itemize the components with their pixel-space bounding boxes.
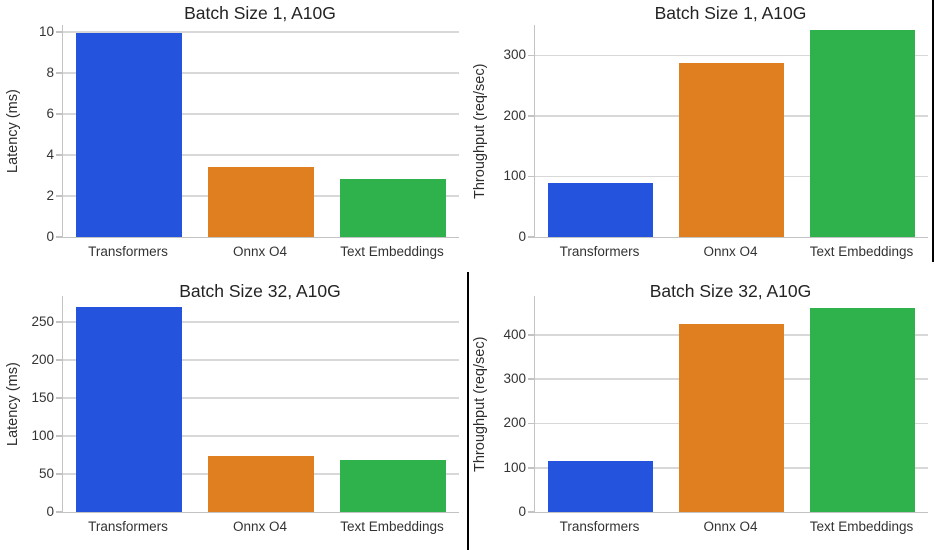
y-tick-mark — [56, 511, 62, 513]
y-tick-mark — [528, 422, 534, 425]
y-tick-mark — [56, 359, 62, 361]
y-tick-mark — [56, 113, 62, 115]
category-label: Transformers — [88, 244, 168, 259]
category-label: Text Embeddings — [809, 244, 914, 259]
y-tick-mark — [56, 473, 62, 475]
y-tick-mark — [56, 435, 62, 437]
y-axis-label: Latency (ms) — [5, 362, 21, 446]
plot-area: 0 100 200 300 — [503, 25, 928, 244]
category-label: Text Embeddings — [340, 244, 444, 259]
gridline — [63, 154, 459, 156]
bar-text-embeddings — [810, 307, 915, 512]
chart-throughput-batch-32: Batch Size 32, A10G Throughput (req/sec)… — [467, 275, 935, 550]
category-label: Transformers — [88, 519, 168, 534]
y-tick-mark — [528, 54, 534, 57]
y-tick-mark — [528, 334, 534, 336]
chart-title: Batch Size 32, A10G — [649, 281, 812, 301]
x-axis-labels: Transformers Onnx O4 Text Embeddings — [62, 519, 458, 539]
category-label: Transformers — [559, 519, 640, 534]
plot-area: 0 2 4 6 8 10 — [39, 24, 459, 244]
y-tick-mark — [56, 195, 62, 197]
gridline — [63, 435, 459, 437]
y-tick-label: 150 — [31, 389, 54, 405]
gridline — [63, 321, 459, 323]
bar-transformers — [548, 182, 653, 237]
y-tick-mark — [528, 175, 534, 178]
category-label: Onnx O4 — [232, 519, 287, 534]
y-tick-label: 100 — [503, 459, 526, 475]
x-axis-labels: Transformers Onnx O4 Text Embeddings — [62, 244, 458, 264]
y-tick-label: 200 — [31, 351, 54, 367]
y-axis-label: Throughput (req/sec) — [472, 336, 488, 472]
chart-latency-batch-1: Batch Size 1, A10G Latency (ms) 0 2 4 6 8 10 … — [0, 0, 467, 275]
y-tick-label: 8 — [46, 65, 54, 81]
chart-title: Batch Size 1, A10G — [654, 3, 807, 23]
category-label: Onnx O4 — [232, 244, 287, 259]
bar-transformers — [76, 306, 182, 512]
gridline — [63, 31, 459, 33]
category-label: Onnx O4 — [703, 519, 758, 534]
plot-area: 0 100 200 300 400 — [503, 296, 928, 519]
category-label: Text Embeddings — [340, 519, 444, 534]
category-label: Onnx O4 — [703, 244, 758, 259]
y-tick-mark — [528, 115, 534, 117]
y-tick-label: 250 — [31, 313, 54, 329]
chart-title: Batch Size 32, A10G — [179, 281, 341, 301]
x-axis-labels: Transformers Onnx O4 Text Embeddings — [534, 244, 927, 264]
y-tick-label: 0 — [518, 504, 526, 519]
y-tick-label: 200 — [503, 107, 526, 123]
category-label: Transformers — [559, 244, 640, 259]
category-label: Text Embeddings — [809, 519, 914, 534]
bar-transformers — [548, 461, 653, 512]
border-line-center-bottom — [467, 272, 469, 550]
y-tick-label: 6 — [46, 106, 54, 122]
y-tick-label: 50 — [38, 465, 54, 481]
y-tick-label: 100 — [31, 427, 54, 443]
bar-text-embeddings — [810, 29, 915, 237]
y-tick-label: 100 — [503, 168, 526, 184]
y-tick-label: 400 — [503, 326, 526, 342]
y-tick-mark — [528, 511, 534, 513]
bar-text-embeddings — [340, 178, 446, 237]
chart-throughput-batch-1: Batch Size 1, A10G Throughput (req/sec) … — [467, 0, 935, 275]
y-tick-mark — [56, 31, 62, 33]
y-tick-label: 0 — [46, 504, 54, 519]
y-tick-mark — [56, 236, 62, 238]
x-axis-labels: Transformers Onnx O4 Text Embeddings — [534, 519, 927, 539]
y-tick-label: 10 — [38, 24, 54, 40]
gridline — [63, 113, 459, 115]
y-axis-label: Throughput (req/sec) — [472, 63, 488, 199]
bar-onnx-o4 — [208, 455, 314, 512]
y-tick-label: 200 — [503, 415, 526, 431]
bar-text-embeddings — [340, 460, 446, 512]
chart-title: Batch Size 1, A10G — [184, 3, 336, 23]
gridline — [63, 359, 459, 361]
gridline — [63, 397, 459, 399]
y-tick-mark — [56, 321, 62, 323]
y-tick-mark — [56, 154, 62, 156]
gridline — [535, 54, 928, 57]
chart-latency-batch-32: Batch Size 32, A10G Latency (ms) 0 50 100 1… — [0, 275, 467, 550]
y-tick-label: 4 — [46, 147, 54, 163]
y-tick-mark — [528, 236, 534, 238]
y-tick-label: 300 — [503, 371, 526, 387]
bar-onnx-o4 — [208, 167, 314, 237]
y-axis-label: Latency (ms) — [5, 89, 21, 173]
y-tick-mark — [528, 378, 534, 380]
bar-onnx-o4 — [679, 62, 784, 237]
y-tick-label: 300 — [503, 47, 526, 63]
bar-onnx-o4 — [679, 323, 784, 512]
y-tick-label: 2 — [46, 188, 54, 204]
y-tick-label: 0 — [518, 229, 526, 244]
y-tick-mark — [56, 72, 62, 74]
gridline — [63, 72, 459, 74]
y-tick-label: 0 — [46, 229, 54, 244]
bar-transformers — [76, 33, 182, 237]
y-tick-mark — [56, 397, 62, 399]
plot-area: 0 50 100 150 200 250 — [31, 296, 459, 519]
y-tick-mark — [528, 467, 534, 469]
border-line-right-top — [932, 0, 934, 262]
